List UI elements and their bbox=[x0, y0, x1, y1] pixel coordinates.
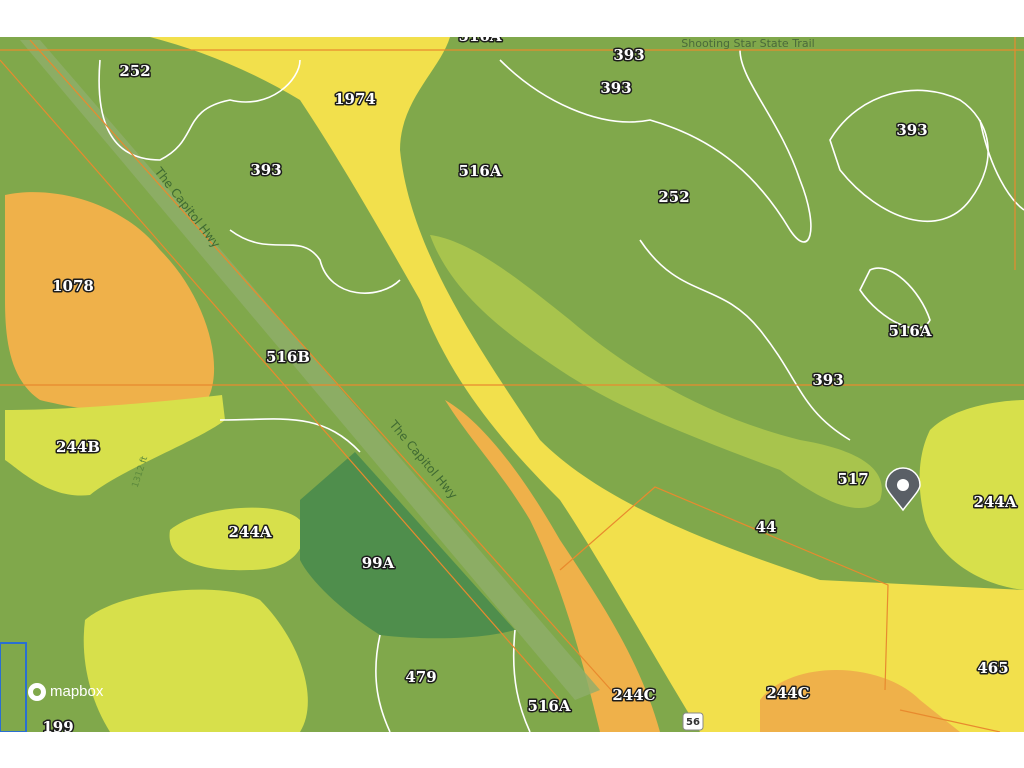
trail-label: Shooting Star State Trail bbox=[681, 37, 814, 50]
soil-area bbox=[760, 670, 960, 732]
soil-label[interactable]: 252 bbox=[657, 187, 691, 208]
route-shield bbox=[682, 712, 704, 731]
soil-area bbox=[430, 235, 882, 509]
soil-boundaries bbox=[98, 49, 1024, 732]
route-number: 56 bbox=[686, 717, 700, 728]
soil-area bbox=[445, 400, 660, 732]
soil-area bbox=[5, 192, 215, 415]
map-canvas: 516A 393 393 252 1974 393 516A 252 393 1078 516B 51… bbox=[0, 27, 1024, 736]
soil-label[interactable]: 1974 bbox=[333, 89, 378, 110]
location-pin[interactable] bbox=[885, 467, 921, 512]
soil-area bbox=[5, 395, 225, 496]
soil-label[interactable]: 393 bbox=[249, 160, 283, 181]
soil-label[interactable]: 244A bbox=[972, 492, 1018, 513]
soil-label[interactable]: 252 bbox=[118, 61, 152, 82]
mapbox-logo bbox=[28, 683, 46, 701]
soil-label[interactable]: 393 bbox=[612, 45, 646, 66]
soil-label[interactable]: 516B bbox=[265, 347, 312, 368]
soil-label[interactable]: 516A bbox=[457, 27, 503, 47]
parcel-lines bbox=[0, 37, 1024, 732]
soil-label[interactable]: 199 bbox=[41, 717, 75, 736]
soil-label[interactable]: 393 bbox=[895, 120, 929, 141]
soil-label[interactable]: 244A bbox=[227, 522, 273, 543]
soil-area bbox=[169, 507, 304, 571]
selection-box bbox=[0, 642, 27, 732]
soil-label[interactable]: 516A bbox=[457, 161, 503, 182]
soil-label[interactable]: 516A bbox=[887, 321, 933, 342]
soil-label[interactable]: 465 bbox=[976, 658, 1010, 679]
soil-label[interactable]: 517 bbox=[836, 469, 870, 490]
soil-label[interactable]: 1078 bbox=[51, 276, 96, 297]
soil-label[interactable]: 516A bbox=[526, 696, 572, 717]
soil-label[interactable]: 44 bbox=[754, 517, 778, 538]
soil-area bbox=[300, 452, 515, 639]
soil-label[interactable]: 99A bbox=[360, 553, 396, 574]
soil-label[interactable]: 244C bbox=[611, 685, 657, 706]
soil-label[interactable]: 244B bbox=[55, 437, 102, 458]
soil-area bbox=[919, 400, 1024, 590]
soil-area bbox=[150, 37, 1024, 732]
attribution: mapbox bbox=[50, 683, 104, 700]
soil-label[interactable]: 479 bbox=[404, 667, 438, 688]
soil-label[interactable]: 393 bbox=[599, 78, 633, 99]
highway bbox=[20, 40, 600, 700]
soil-area bbox=[83, 589, 308, 732]
soil-label[interactable]: 393 bbox=[811, 370, 845, 391]
soil-label[interactable]: 244C bbox=[765, 683, 811, 704]
